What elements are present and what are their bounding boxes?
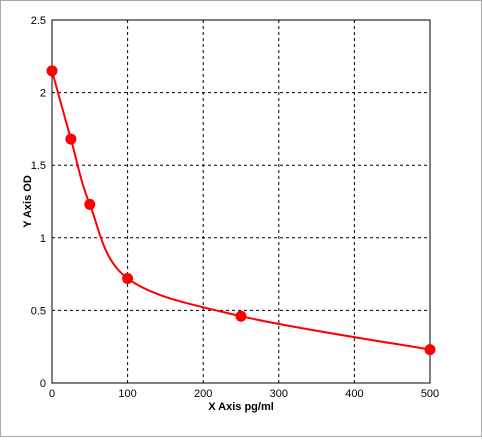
x-tick-label: 100 — [118, 388, 136, 400]
y-tick-label: 0.5 — [31, 305, 46, 317]
y-tick-label: 1 — [40, 233, 46, 245]
fit-curve — [51, 70, 431, 351]
x-tick-labels: 0 100 200 300 400 500 — [49, 388, 439, 400]
y-tick-label: 1.5 — [31, 160, 46, 172]
data-point — [65, 133, 77, 145]
x-tick-label: 400 — [345, 388, 363, 400]
y-tick-label: 2.5 — [31, 15, 46, 27]
x-tick-label: 300 — [270, 388, 288, 400]
x-tick-label: 500 — [421, 388, 439, 400]
data-point — [235, 310, 247, 322]
y-axis-title: Y Axis OD — [22, 175, 34, 228]
data-point — [122, 272, 134, 284]
y-tick-label: 0 — [40, 378, 46, 390]
x-axis-title: X Axis pg/ml — [208, 401, 274, 413]
data-point — [46, 65, 58, 77]
data-point — [84, 198, 96, 210]
y-tick-labels: 0 0.5 1 1.5 2 2.5 — [31, 15, 46, 390]
plot-area-border — [51, 19, 431, 384]
data-point — [424, 344, 436, 356]
y-tick-label: 2 — [40, 88, 46, 100]
x-tick-label: 0 — [49, 388, 55, 400]
grid-layer — [52, 20, 430, 383]
data-points — [46, 65, 436, 356]
x-tick-label: 200 — [194, 388, 212, 400]
